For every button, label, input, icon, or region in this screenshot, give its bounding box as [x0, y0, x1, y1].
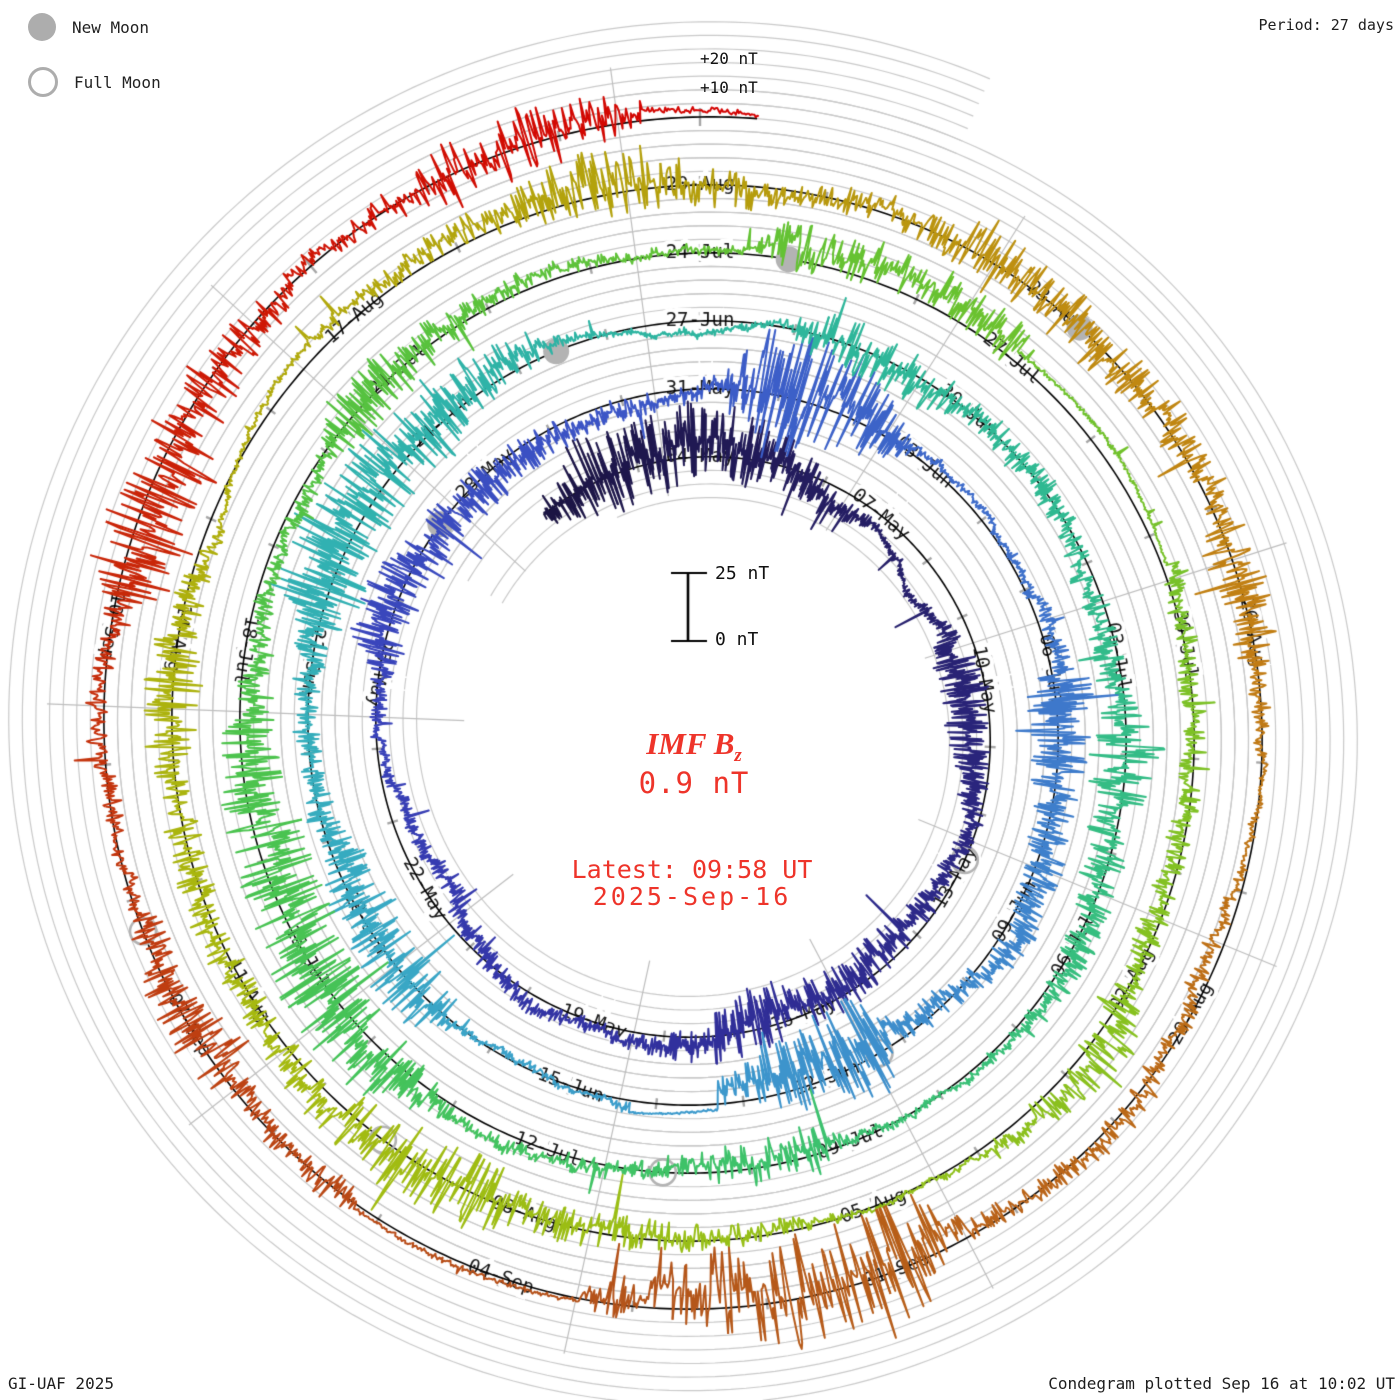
full-moon-icon — [28, 67, 58, 97]
radial-scale-top-label: 25 nT — [715, 563, 770, 584]
imf-quantity-label: IMF Bz — [646, 726, 742, 767]
plotted-timestamp-label: Condegram plotted Sep 16 at 10:02 UT — [1048, 1374, 1395, 1393]
credit-label: GI-UAF 2025 — [8, 1374, 114, 1393]
legend-new-moon-label: New Moon — [72, 17, 150, 37]
imf-value-label: 0.9 nT — [638, 766, 750, 800]
new-moon-icon — [28, 13, 56, 41]
period-label: Period: 27 days — [1258, 16, 1394, 34]
legend-full-moon-row: Full Moon — [28, 67, 161, 97]
outer-tick-plus20-label: +20 nT — [700, 49, 758, 68]
outer-tick-plus10-label: +10 nT — [700, 78, 758, 97]
latest-time-label: Latest: 09:58 UT — [571, 855, 813, 884]
legend-new-moon-row: New Moon — [28, 13, 149, 41]
legend-full-moon-label: Full Moon — [74, 72, 161, 92]
radial-scale-bottom-label: 0 nT — [715, 629, 759, 650]
latest-date-label: 2025-Sep-16 — [592, 882, 792, 911]
